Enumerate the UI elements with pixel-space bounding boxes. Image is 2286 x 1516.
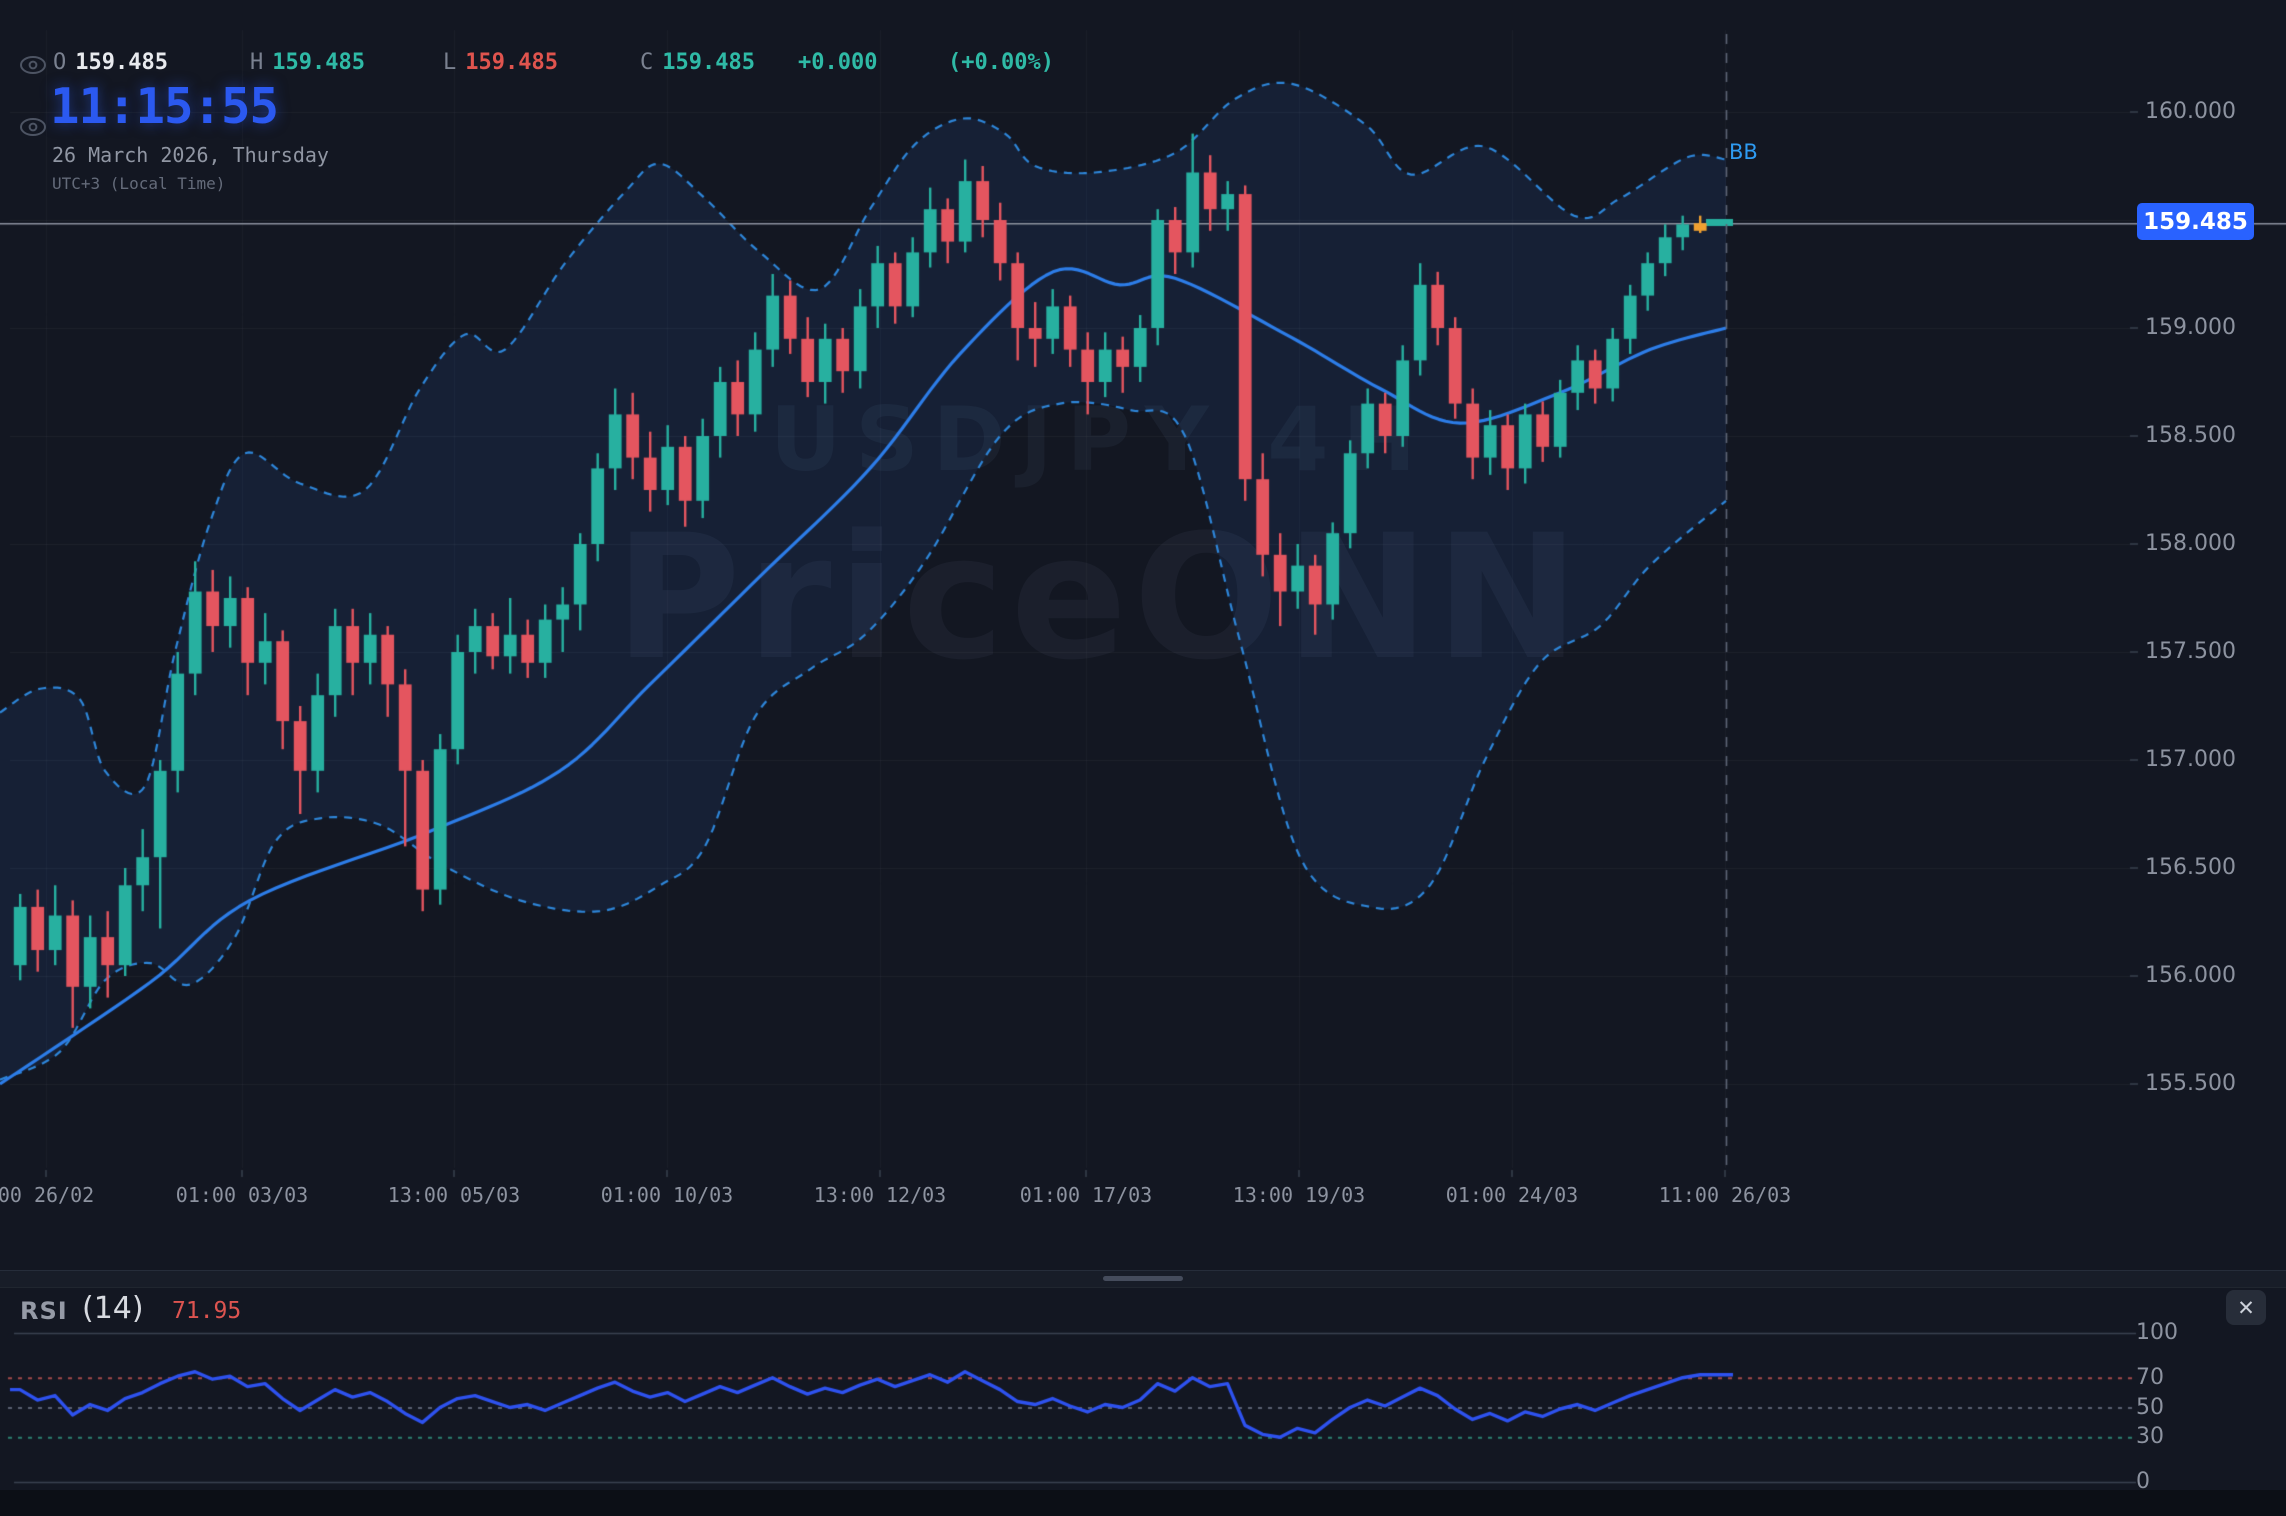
rsi-scale-label: 30 (2136, 1424, 2164, 1450)
time-axis-label: 11:00 26/03 (1658, 1183, 1792, 1207)
low-label: L (443, 50, 457, 75)
session-clock: 11:15:55 (50, 78, 279, 135)
ohlc-low: L 159.485 (443, 50, 558, 75)
price-axis-label: 160.000 (2145, 99, 2236, 124)
eye-icon[interactable] (18, 114, 48, 140)
rsi-value: 71.95 (172, 1298, 242, 1324)
high-value: 159.485 (272, 50, 365, 75)
close-icon: ✕ (2237, 1295, 2255, 1320)
time-axis-label: 00 26/02 (0, 1183, 95, 1207)
time-axis-label: 01:00 17/03 (1019, 1183, 1153, 1207)
rsi-close-button[interactable]: ✕ (2226, 1290, 2266, 1325)
open-value: 159.485 (75, 50, 168, 75)
time-axis-label: 13:00 19/03 (1232, 1183, 1366, 1207)
rsi-scale-label: 100 (2136, 1320, 2178, 1345)
time-axis-label: 01:00 24/03 (1445, 1183, 1579, 1207)
price-axis-label: 158.000 (2145, 531, 2236, 556)
bollinger-band-label: BB (1729, 140, 1758, 164)
time-axis-label: 13:00 12/03 (813, 1183, 947, 1207)
rsi-title: RSI (20, 1297, 68, 1325)
rsi-scale-label: 0 (2136, 1469, 2150, 1494)
price-axis-label: 157.500 (2145, 639, 2236, 664)
eye-icon[interactable] (18, 52, 48, 78)
ohlc-open: O 159.485 (53, 50, 168, 75)
price-axis-label: 159.000 (2145, 315, 2236, 340)
price-axis-label: 155.500 (2145, 1071, 2236, 1096)
price-axis-label: 157.000 (2145, 747, 2236, 772)
high-label: H (250, 50, 264, 75)
close-label: C (640, 50, 654, 75)
price-axis-label: 156.000 (2145, 963, 2236, 988)
change-value: +0.000 (798, 50, 878, 75)
time-axis-label: 13:00 05/03 (387, 1183, 521, 1207)
low-value: 159.485 (465, 50, 558, 75)
change-percent: (+0.00%) (948, 50, 1054, 75)
timezone-label: UTC+3 (Local Time) (52, 174, 226, 193)
ohlc-close: C 159.485 (640, 50, 755, 75)
bottom-bar (0, 1490, 2286, 1516)
price-axis-label: 158.500 (2145, 423, 2236, 448)
price-axis-label: 156.500 (2145, 855, 2236, 880)
pane-resize-handle[interactable] (1103, 1276, 1183, 1281)
current-price-tag: 159.485 (2137, 203, 2254, 240)
time-axis-label: 01:00 03/03 (175, 1183, 309, 1207)
open-label: O (53, 50, 67, 75)
session-date: 26 March 2026, Thursday (52, 143, 329, 167)
rsi-scale-label: 70 (2136, 1364, 2164, 1390)
close-value: 159.485 (662, 50, 755, 75)
rsi-period: (14) (82, 1291, 144, 1326)
rsi-scale-label: 50 (2136, 1394, 2164, 1420)
time-axis-label: 01:00 10/03 (600, 1183, 734, 1207)
ohlc-high: H 159.485 (250, 50, 365, 75)
